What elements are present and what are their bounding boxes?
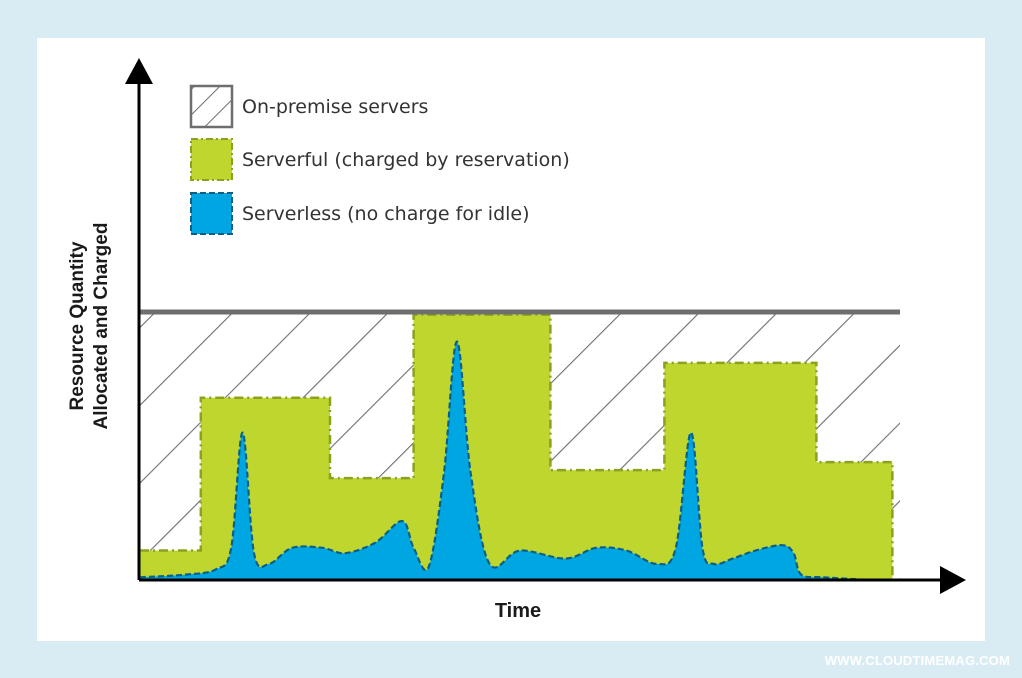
y-axis-label-line-1: Resource Quantity — [67, 241, 88, 411]
x-axis-label: Time — [494, 600, 542, 622]
y-axis-label-line-2: Allocated and Charged — [91, 222, 112, 430]
x-axis-arrow — [940, 566, 966, 594]
legend-label-serverful: Serverful (charged by reservation) — [242, 149, 570, 171]
serverful-outline — [140, 313, 894, 580]
legend-swatch-on-premise — [189, 84, 234, 129]
serverful-area — [140, 314, 893, 580]
watermark: WWW.CLOUDTIMEMAG.COM — [824, 653, 1010, 668]
legend-label-serverless: Serverless (no charge for idle) — [242, 203, 530, 225]
y-axis-arrow — [125, 58, 153, 84]
serverless-area — [140, 341, 870, 580]
legend-label-on-premise: On-premise servers — [242, 96, 429, 118]
legend-swatch-serverful — [190, 138, 233, 181]
plot-area — [139, 309, 900, 582]
serverless-outline — [139, 340, 870, 582]
legend-swatch-serverless — [190, 192, 233, 235]
